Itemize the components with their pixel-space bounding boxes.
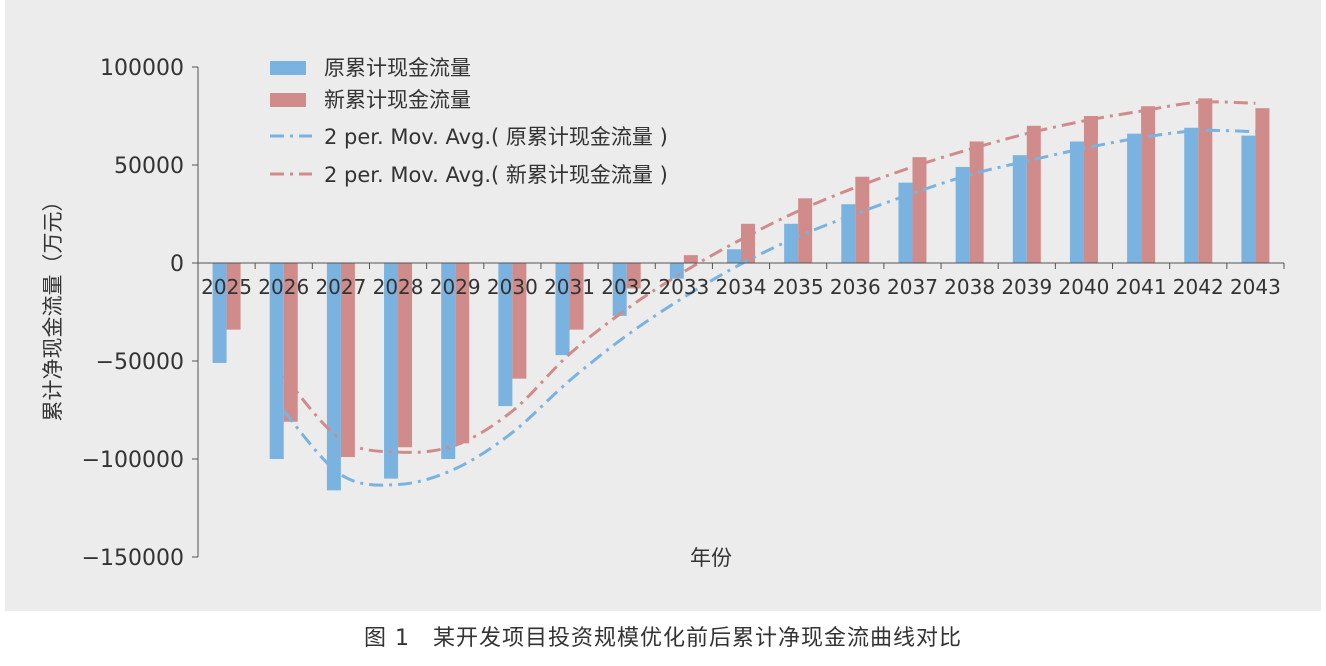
legend-swatch — [270, 61, 306, 75]
legend-label: 2 per. Mov. Avg.( 原累计现金流量 ) — [324, 125, 668, 149]
legend-swatch — [270, 93, 306, 107]
bar-original-2043 — [1241, 135, 1256, 263]
trendline-new — [282, 100, 1256, 454]
bar-new-2029 — [455, 263, 470, 444]
bar-original-2033 — [669, 263, 684, 279]
bar-original-2028 — [384, 263, 399, 479]
legend-label: 原累计现金流量 — [324, 56, 471, 80]
bar-original-2035 — [784, 223, 799, 263]
bar-original-2037 — [898, 182, 913, 263]
bar-original-2026 — [269, 263, 284, 459]
y-axis: 100000 50000 0 −50000 −100000 −150000 — [82, 56, 199, 571]
bar-original-2041 — [1127, 133, 1142, 263]
bar-original-2032 — [612, 263, 627, 316]
bar-new-2035 — [798, 198, 813, 263]
legend-label: 新累计现金流量 — [324, 88, 471, 112]
bar-new-2042 — [1198, 98, 1213, 263]
bar-original-2030 — [498, 263, 513, 407]
bar-original-2038 — [955, 166, 970, 263]
legend-label: 2 per. Mov. Avg.( 新累计现金流量 ) — [324, 163, 668, 187]
x-tick-label: 2031 — [544, 275, 595, 299]
bar-original-2031 — [555, 263, 570, 356]
x-tick-label: 2025 — [201, 275, 252, 299]
x-tick-label: 2041 — [1116, 275, 1167, 299]
bar-original-2040 — [1069, 141, 1084, 263]
x-tick-label: 2027 — [315, 275, 366, 299]
x-tick-label: 2029 — [430, 275, 481, 299]
trendline-original — [282, 128, 1256, 487]
y-tick-label: −50000 — [96, 350, 184, 375]
bars — [212, 98, 1270, 491]
bar-original-2036 — [841, 204, 856, 263]
y-tick-label: 0 — [170, 252, 184, 277]
bar-original-2029 — [441, 263, 456, 459]
x-tick-label: 2026 — [258, 275, 309, 299]
bar-original-2039 — [1012, 155, 1027, 263]
bar-original-2042 — [1184, 127, 1199, 263]
bar-new-2033 — [683, 255, 698, 263]
x-tick-label: 2037 — [887, 275, 938, 299]
x-axis: 2025 2026 2027 2028 2029 2030 2031 2032 2033 2034… — [197, 262, 1285, 299]
bar-original-2027 — [326, 263, 341, 491]
y-tick-label: −150000 — [82, 546, 184, 571]
x-tick-label: 2036 — [830, 275, 881, 299]
bar-new-2040 — [1083, 116, 1098, 263]
y-tick-label: −100000 — [82, 448, 184, 473]
bar-new-2034 — [741, 223, 755, 263]
bar-new-2036 — [855, 176, 870, 263]
x-tick-label: 2028 — [373, 275, 424, 299]
bar-new-2038 — [969, 141, 984, 263]
x-tick-label: 2032 — [601, 275, 652, 299]
x-tick-label: 2042 — [1173, 275, 1224, 299]
x-tick-label: 2039 — [1001, 275, 1052, 299]
bar-new-2037 — [912, 157, 927, 263]
bar-new-2039 — [1026, 125, 1041, 263]
x-tick-label: 2034 — [716, 275, 767, 299]
x-tick-label: 2030 — [487, 275, 538, 299]
x-axis-title: 年份 — [690, 546, 732, 570]
figure-caption: 图 1 某开发项目投资规模优化前后累计净现金流曲线对比 — [364, 626, 962, 651]
bar-new-2030 — [512, 263, 527, 379]
x-tick-label: 2040 — [1058, 275, 1109, 299]
x-tick-label: 2038 — [944, 275, 995, 299]
bar-original-2034 — [727, 249, 741, 263]
x-tick-label: 2033 — [658, 275, 709, 299]
bar-new-2041 — [1141, 106, 1156, 263]
bar-new-2028 — [398, 263, 413, 448]
y-axis-title: 累计净现金流量（万元） — [41, 191, 65, 422]
bar-new-2032 — [626, 263, 641, 289]
y-tick-label: 50000 — [114, 154, 184, 179]
bar-new-2043 — [1255, 108, 1270, 263]
bar-new-2027 — [340, 263, 355, 458]
bar-new-2031 — [569, 263, 584, 330]
y-tick-label: 100000 — [100, 56, 184, 81]
trendlines — [282, 100, 1256, 487]
bar-original-2025 — [212, 263, 227, 363]
x-tick-label: 2043 — [1230, 275, 1281, 299]
x-tick-label: 2035 — [773, 275, 824, 299]
bar-new-2025 — [226, 263, 241, 330]
